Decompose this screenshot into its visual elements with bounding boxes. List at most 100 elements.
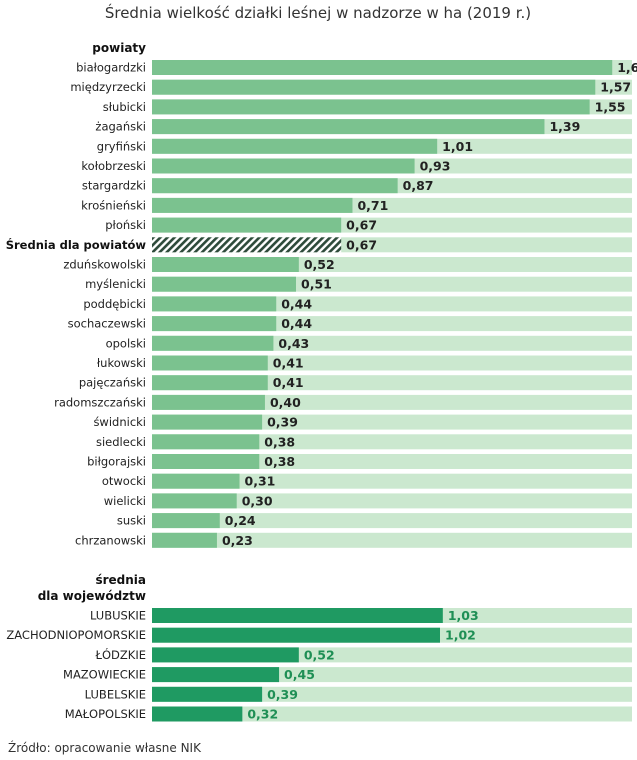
bar [152,158,415,174]
value-label: 0,52 [304,647,335,662]
category-label: płoński [105,218,146,232]
category-label: LUBELSKIE [85,687,146,701]
bar [152,138,438,154]
category-label: wielicki [104,494,146,508]
chart-title: Średnia wielkość działki leśnej w nadzor… [105,3,531,22]
bar-track [152,375,632,391]
bar [152,119,545,135]
bar [152,667,280,683]
category-label: poddębicki [83,297,146,311]
value-label: 1,02 [445,628,476,643]
value-label: 0,44 [281,316,312,331]
category-label: biłgorajski [87,455,146,469]
bar [152,355,268,371]
bar [152,513,220,529]
value-label: 0,24 [225,513,256,528]
category-label: gryfiński [97,139,146,153]
value-label: 0,43 [278,336,309,351]
bar [152,79,596,95]
bar-track [152,532,632,548]
bar [152,473,240,489]
bar [152,335,274,351]
category-label: myślenicki [85,277,146,291]
bar-track [152,454,632,469]
value-label: 0,41 [273,356,304,371]
value-label: 0,38 [264,454,295,469]
bar-track [152,434,632,450]
category-label: świdnicki [93,415,146,429]
bar [152,414,263,430]
category-label: MAZOWIECKIE [63,668,146,682]
category-label: LUBUSKIE [90,609,146,623]
bar [152,454,260,469]
value-label: 0,52 [304,257,335,272]
bar [152,493,237,509]
category-label: sochaczewski [68,317,146,331]
bar-track [152,355,632,371]
value-label: 0,51 [301,277,332,292]
bar [152,686,263,702]
bar-track [152,493,632,509]
category-label: ZACHODNIOPOMORSKIE [6,628,146,642]
bar [152,296,277,312]
category-label: łukowski [97,356,146,370]
bar [152,257,299,272]
bar-track [152,686,632,702]
bar-track [152,706,632,722]
source-note: Źródło: opracowanie własne NIK [8,740,202,755]
value-label: 1,01 [442,139,473,154]
bar [152,375,268,391]
value-label: 0,44 [281,296,312,311]
category-label: krośnieński [81,198,146,212]
category-label: otwocki [102,474,146,488]
value-label: 0,30 [242,493,273,508]
value-label: 1,55 [595,99,626,114]
category-label: MAŁOPOLSKIE [65,707,146,721]
category-label: suski [117,514,146,528]
group-heading: średnia [95,573,146,587]
category-label: słubicki [103,100,146,114]
category-label: siedlecki [96,435,146,449]
category-label: kołobrzeski [81,159,146,173]
bar [152,434,260,450]
value-label: 0,39 [267,687,298,702]
value-label: 0,32 [247,707,278,722]
value-label: 0,71 [357,198,388,213]
group-heading: powiaty [92,41,146,55]
bar [152,276,296,292]
category-label: Średnia dla powiatów [6,237,147,252]
value-label: 0,45 [284,667,315,682]
bar [152,532,217,548]
value-label: 0,67 [346,237,377,252]
bar-track [152,394,632,410]
bar [152,394,265,410]
bar [152,706,243,722]
category-label: żagański [95,120,146,134]
category-label: ŁÓDZKIE [95,647,146,662]
category-label: międzyrzecki [70,80,146,94]
value-label: 1,03 [448,608,479,623]
average-bar [152,237,342,253]
group-heading: dla województw [38,589,146,603]
value-label: 0,40 [270,395,301,410]
bar-track [152,414,632,430]
value-label: 0,87 [403,178,434,193]
value-label: 1,63 [617,60,637,75]
bar [152,627,440,643]
bar-track [152,473,632,489]
bar [152,316,277,332]
value-label: 1,39 [549,119,580,134]
value-label: 0,67 [346,218,377,233]
bar [152,608,443,623]
category-label: opolski [106,336,146,350]
bar-track [152,513,632,529]
category-label: stargardzki [82,179,146,193]
value-label: 0,39 [267,415,298,430]
bar [152,217,342,233]
bar [152,60,613,75]
value-label: 0,93 [420,159,451,174]
category-label: białogardzki [76,61,146,75]
value-label: 0,31 [245,474,276,489]
